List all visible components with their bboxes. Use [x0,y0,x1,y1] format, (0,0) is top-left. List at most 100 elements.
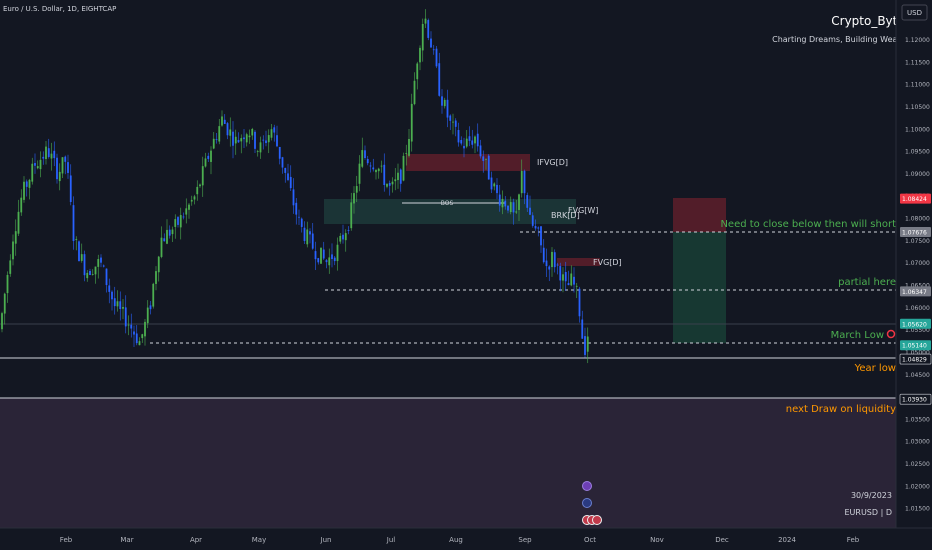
candle [273,124,276,142]
liquidity-draw-zone [0,398,896,528]
candle [512,198,515,225]
candle [80,243,83,263]
candle [300,217,303,233]
candle [427,18,430,41]
candle [67,154,69,179]
candle [355,175,358,203]
news-event-icon[interactable] [582,498,592,508]
candle [353,186,355,214]
y-tick-label: 1.09000 [905,171,930,178]
symbol-title: Euro / U.S. Dollar, 1D, EIGHTCAP [3,5,116,13]
price-tag: 1.04829 [899,353,932,365]
candle [309,228,311,244]
candle [108,278,111,304]
candle [166,219,168,245]
candle [1,311,3,333]
candle [100,254,102,268]
candle [141,333,144,343]
candle [155,266,157,291]
candle [449,114,452,130]
candle [460,136,463,146]
candle [344,229,347,252]
candle [254,129,256,153]
candle [144,318,146,346]
price-axis[interactable] [896,0,932,528]
candle [287,163,289,182]
candle [229,117,232,147]
candle [83,250,86,282]
time-axis[interactable] [0,528,932,550]
price-tag: 1.05620 [900,318,931,329]
currency-button[interactable] [901,4,928,21]
price-tag: 1.03930 [899,393,932,405]
candle [9,254,12,277]
candle [204,152,207,168]
candle [56,153,58,184]
candle [306,221,309,248]
candle [548,265,551,282]
candle [424,9,427,28]
candle [207,152,210,162]
candle [89,268,91,276]
candle [130,313,133,338]
candle [419,45,421,71]
candle [584,327,586,358]
candle [314,241,317,271]
candle [157,255,160,282]
candle [171,226,174,242]
candle [562,267,564,293]
candle [372,158,375,172]
candle [182,212,185,220]
candle [50,142,53,171]
trade-target-zone [673,232,726,343]
candle [347,226,350,235]
march-low-annotation: March Low [831,330,884,341]
candle [276,125,278,148]
candle [105,268,108,293]
candle [564,261,567,291]
candle [553,249,556,273]
x-tick-label: Feb [847,536,860,544]
candle [399,168,402,192]
candle [320,247,322,264]
candle [163,233,166,242]
x-tick-label: Apr [190,536,202,544]
svg-text:1.05620: 1.05620 [902,321,927,328]
y-tick-label: 1.07500 [905,238,930,245]
candle [468,126,471,147]
x-tick-label: May [252,536,266,544]
candle [402,152,405,182]
brand-watermark: Crypto_Byte [831,14,905,28]
y-tick-label: 1.08000 [905,216,930,223]
candle [366,155,369,166]
price-tag: 1.08424 [900,193,931,204]
candle [361,137,364,169]
candle [47,138,50,159]
candle [559,262,562,292]
candle [452,113,454,135]
candle [520,159,523,198]
price-tag: 1.06347 [900,286,931,297]
candle [518,193,520,222]
candle [240,134,243,154]
y-tick-label: 1.06000 [905,305,930,312]
svg-text:1.08424: 1.08424 [902,196,927,203]
x-tick-label: Jul [386,536,396,544]
candle [339,233,342,244]
candle [262,135,265,150]
candle [523,169,526,205]
candle [289,165,292,191]
candle [152,282,155,309]
candle [311,222,314,250]
lightning-event-icon[interactable] [582,481,592,491]
candle [102,264,105,268]
candle [573,267,575,293]
flag-event-icon-3[interactable] [592,515,602,525]
candle [58,163,61,191]
candle [174,214,177,239]
candle [75,236,78,251]
candle [72,196,75,250]
candle [218,118,221,145]
candle [317,257,320,265]
